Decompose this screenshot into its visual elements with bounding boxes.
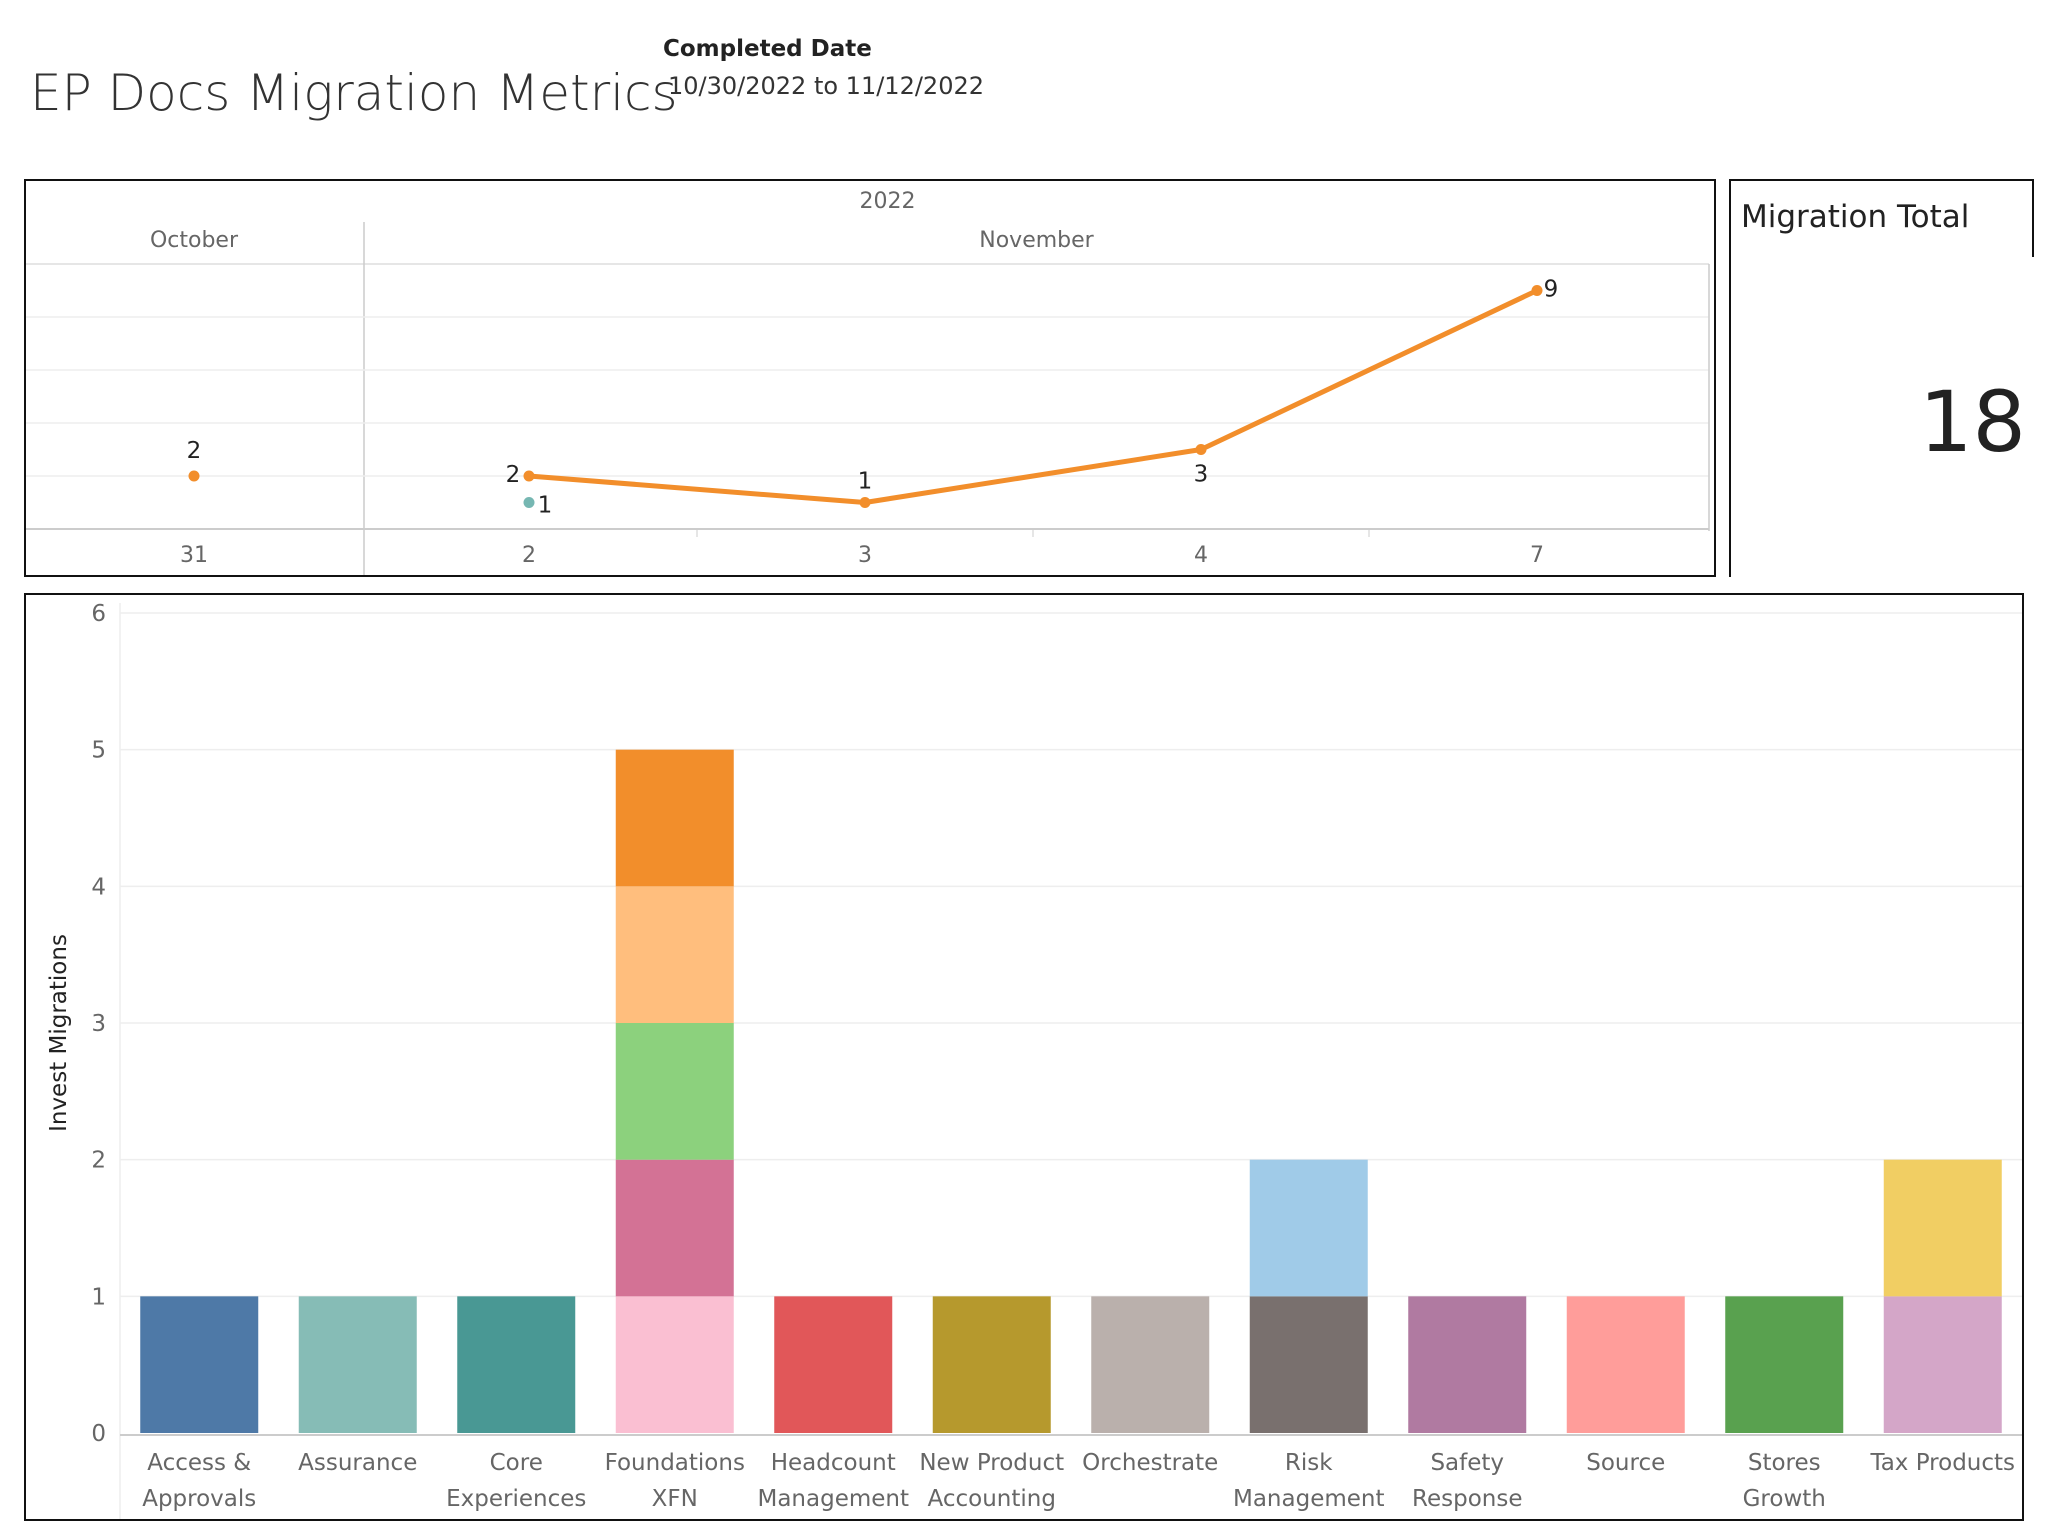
- bar-segment: [615, 1296, 734, 1433]
- line-point: [188, 470, 200, 482]
- category-label: Risk: [1285, 1450, 1333, 1476]
- y-tick-label: 3: [91, 1011, 106, 1037]
- bar-segment: [457, 1296, 576, 1433]
- x-tick-label: 4: [1194, 543, 1208, 568]
- category-label: Orchestrate: [1082, 1450, 1218, 1476]
- page-title: EP Docs Migration Metrics: [30, 64, 678, 122]
- stacked-bar-chart: 0 1 2 3 4 5 6 Invest Migrations Access & Approval…: [46, 601, 2022, 1519]
- category-label: Stores: [1748, 1450, 1821, 1476]
- date-range-filter[interactable]: 10/30/2022 to 11/12/2022: [668, 72, 985, 100]
- point-label: 2: [506, 462, 521, 488]
- bar-segment: [1883, 1159, 2002, 1297]
- x-tick-label: 3: [858, 543, 872, 568]
- bar-segment: [615, 1159, 734, 1297]
- bar-segment: [1408, 1296, 1527, 1433]
- line-point: [1195, 444, 1207, 455]
- bar-segment: [932, 1296, 1051, 1433]
- y-tick-label: 5: [91, 738, 106, 764]
- line-chart-panel: 2022 October November 31 2 3 4 7 2 2 1 3 9 1: [24, 179, 1716, 577]
- category-label: Source: [1586, 1450, 1665, 1476]
- bar-chart-panel: 0 1 2 3 4 5 6 Invest Migrations Access & Approval…: [24, 593, 2024, 1521]
- y-axis-title: Invest Migrations: [46, 934, 72, 1132]
- line-point: [1531, 285, 1543, 296]
- migration-total-panel: Migration Total 18: [1729, 179, 2034, 577]
- point-label-secondary: 1: [538, 493, 553, 519]
- bar-segment: [1725, 1296, 1844, 1433]
- bar-segment: [1249, 1296, 1368, 1433]
- category-label: Approvals: [142, 1486, 256, 1512]
- category-label: Core: [490, 1450, 543, 1476]
- month-label-november: November: [979, 228, 1094, 253]
- filter-label: Completed Date: [663, 36, 872, 62]
- bar-segment: [1566, 1296, 1685, 1433]
- bar-segment: [1883, 1296, 2002, 1433]
- y-tick-label: 1: [91, 1284, 106, 1310]
- bar-segment: [615, 886, 734, 1023]
- x-tick-label: 7: [1530, 543, 1544, 568]
- category-label: XFN: [652, 1486, 698, 1512]
- line-point-secondary: [523, 497, 535, 508]
- category-label: Assurance: [298, 1450, 417, 1476]
- category-label: New Product: [919, 1450, 1064, 1476]
- category-label: Foundations: [605, 1450, 745, 1476]
- series-line: [528, 288, 1539, 505]
- migration-total-title: Migration Total: [1741, 199, 1970, 235]
- bar-segment: [140, 1296, 259, 1433]
- category-label: Accounting: [928, 1486, 1056, 1512]
- bar-segment: [1091, 1296, 1210, 1433]
- year-label: 2022: [860, 189, 916, 214]
- category-label: Tax Products: [1869, 1450, 2015, 1476]
- y-tick-label: 2: [91, 1148, 106, 1174]
- bar-segment: [1249, 1159, 1368, 1297]
- category-label: Response: [1412, 1486, 1522, 1512]
- category-label: Management: [757, 1486, 909, 1512]
- category-label: Management: [1233, 1486, 1385, 1512]
- bar-segment: [774, 1296, 893, 1433]
- migration-total-value: 18: [1919, 373, 2026, 471]
- category-label: Growth: [1743, 1486, 1826, 1512]
- y-tick-label: 4: [91, 874, 106, 900]
- point-label: 2: [187, 438, 202, 464]
- x-tick-label: 31: [180, 543, 208, 568]
- category-label: Experiences: [446, 1486, 586, 1512]
- line-point: [859, 497, 871, 508]
- point-label: 1: [858, 469, 873, 495]
- bar-segment: [615, 749, 734, 887]
- x-tick-label: 2: [522, 543, 536, 568]
- category-label: Headcount: [771, 1450, 896, 1476]
- y-tick-label: 0: [91, 1421, 106, 1447]
- category-label: Safety: [1430, 1450, 1504, 1476]
- bar-segment: [298, 1296, 417, 1433]
- y-tick-label: 6: [91, 601, 106, 627]
- bar-segment: [615, 1023, 734, 1160]
- line-point: [523, 470, 535, 482]
- month-label-october: October: [150, 228, 239, 253]
- point-label: 9: [1544, 277, 1559, 303]
- point-label: 3: [1194, 462, 1209, 488]
- category-label: Access &: [147, 1450, 251, 1476]
